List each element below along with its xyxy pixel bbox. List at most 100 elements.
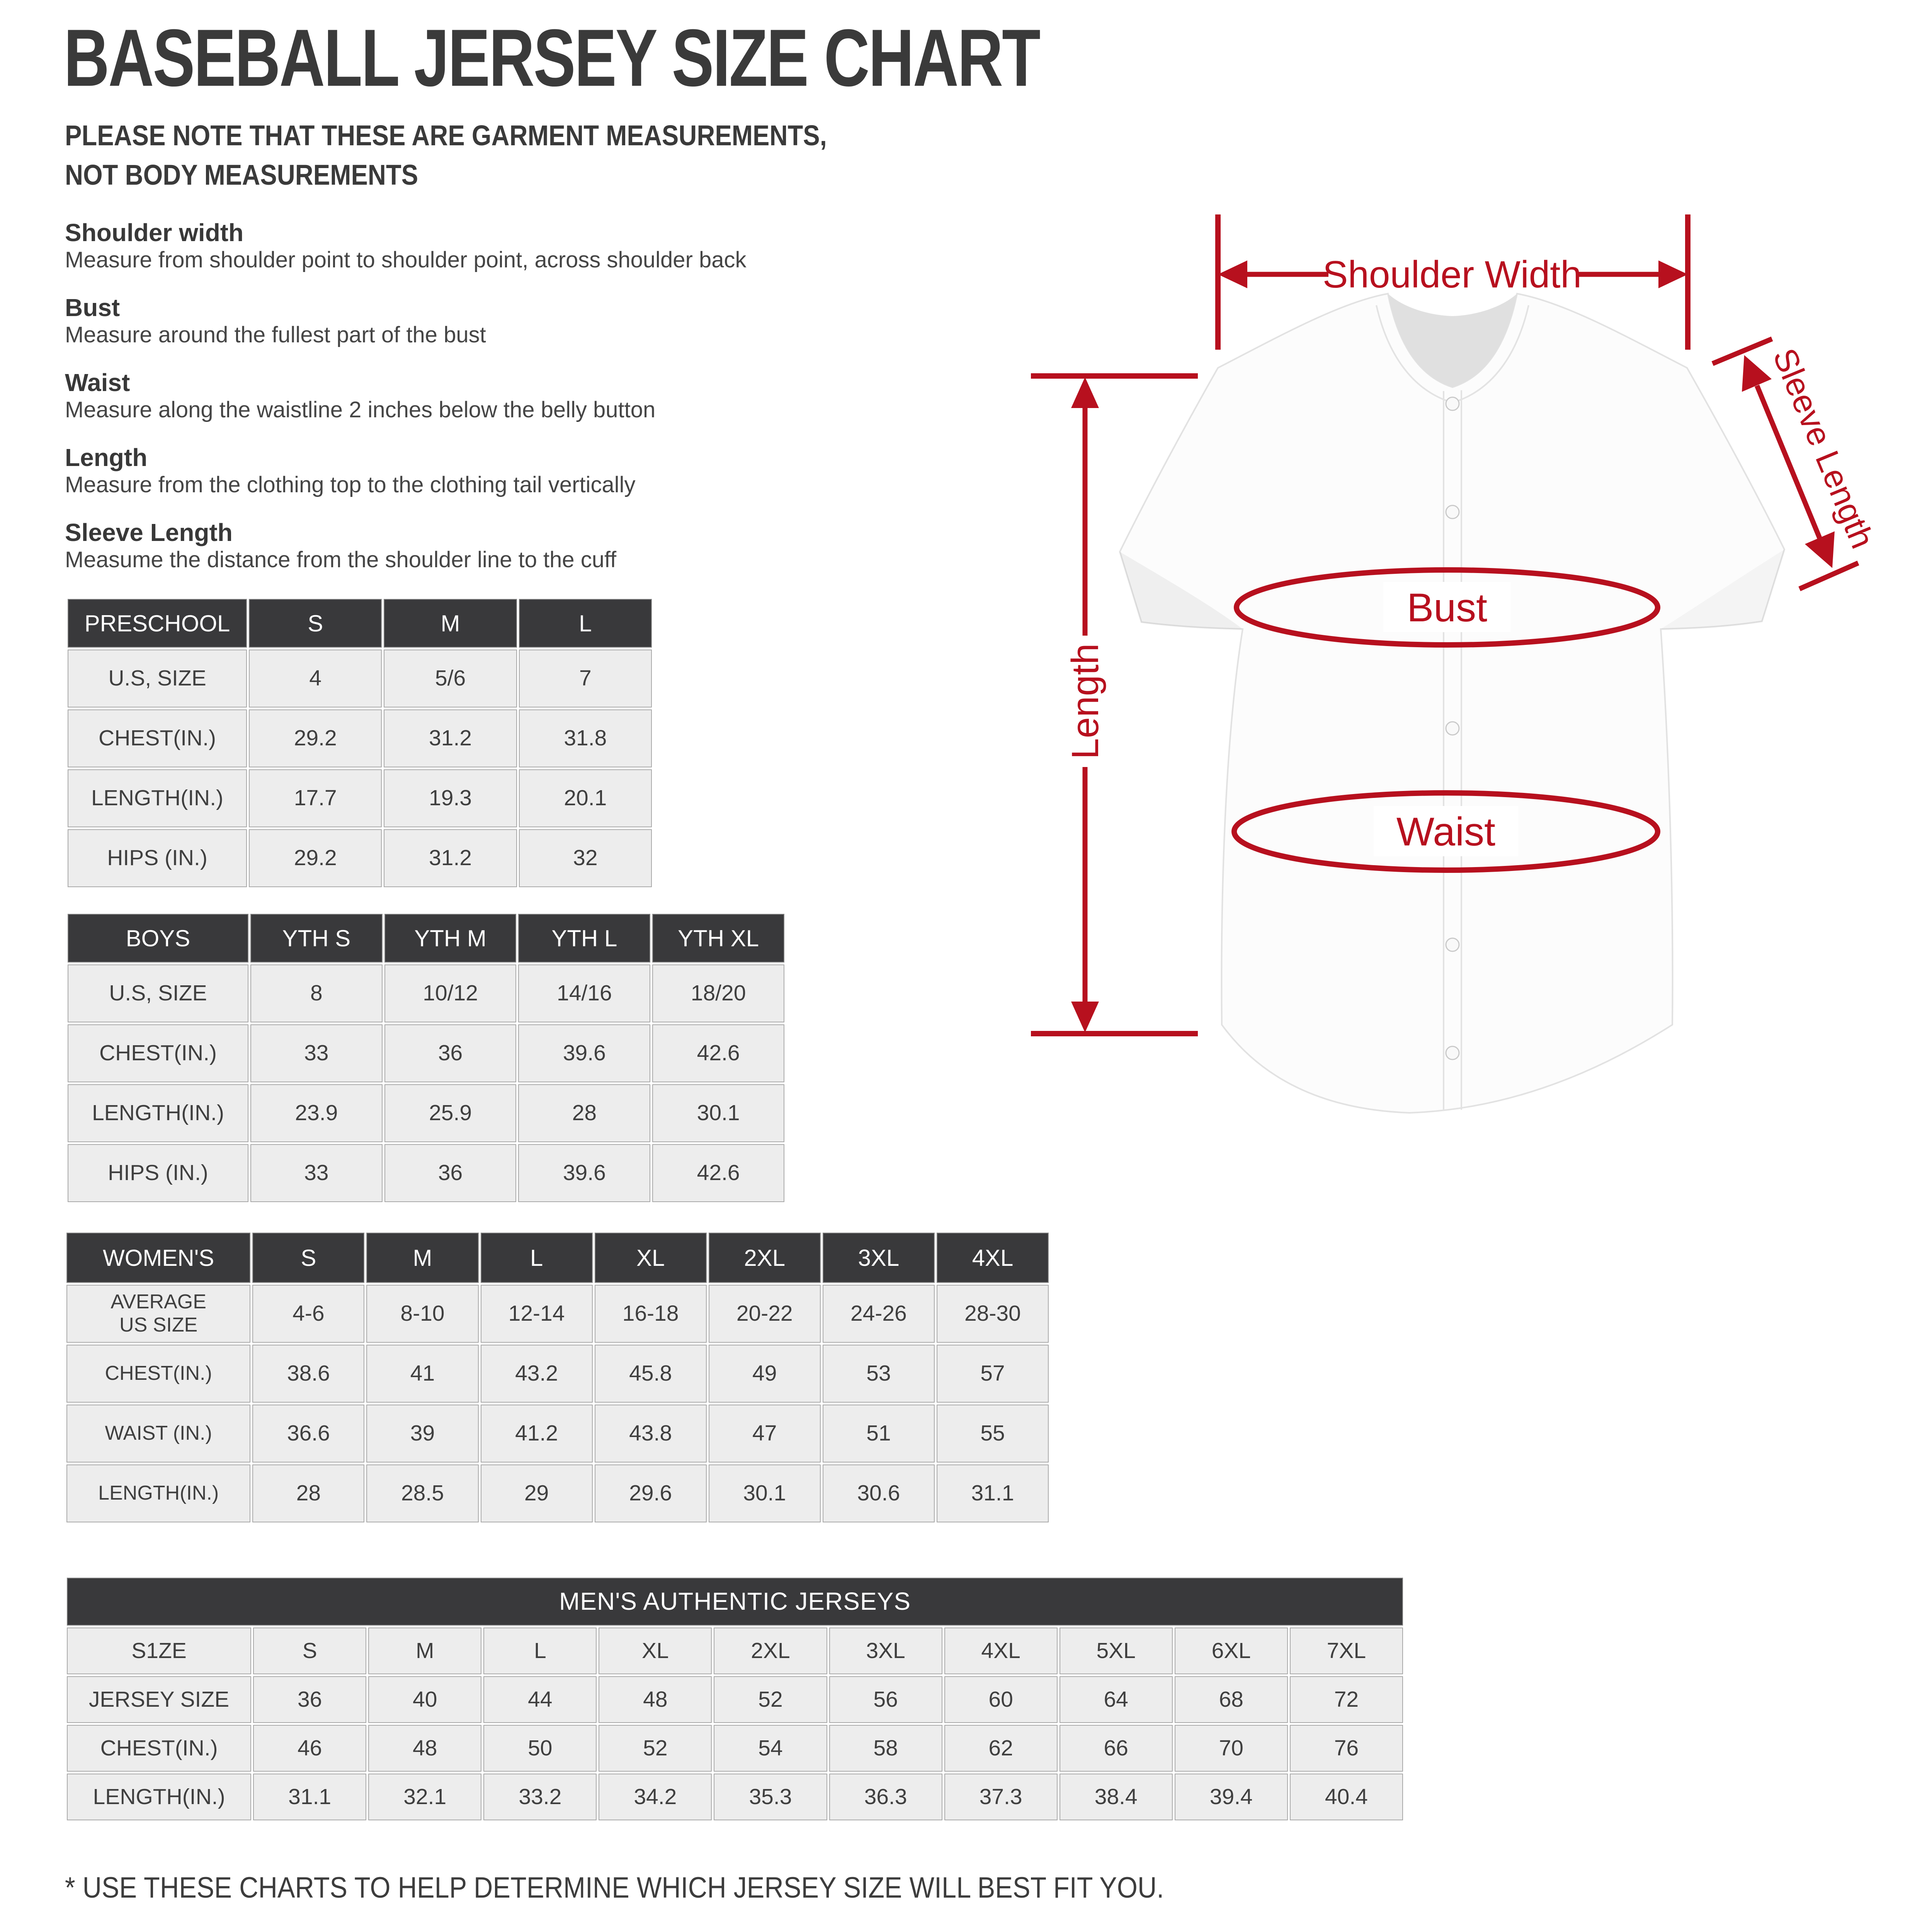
- value-cell: 30.1: [708, 1464, 821, 1522]
- value-cell: 28: [252, 1464, 365, 1522]
- value-cell: 50: [483, 1725, 597, 1772]
- definition-term: Length: [65, 444, 148, 472]
- arrowhead-downright-icon: [1805, 531, 1835, 568]
- value-cell: 45.8: [594, 1345, 707, 1403]
- value-cell: 8-10: [366, 1285, 479, 1343]
- value-cell: 5/6: [384, 650, 517, 707]
- header-cell: S: [252, 1233, 365, 1283]
- arrowhead-up-icon: [1071, 377, 1099, 408]
- page-subtitle: PLEASE NOTE THAT THESE ARE GARMENT MEASU…: [65, 116, 827, 195]
- row-label-cell: JERSEY SIZE: [67, 1676, 252, 1723]
- value-cell: 52: [599, 1725, 712, 1772]
- value-cell: 6XL: [1174, 1628, 1288, 1674]
- value-cell: 39: [366, 1405, 479, 1463]
- value-cell: 42.6: [652, 1024, 784, 1082]
- value-cell: 57: [936, 1345, 1049, 1403]
- value-cell: 28-30: [936, 1285, 1049, 1343]
- value-cell: 36.3: [829, 1774, 942, 1820]
- header-cell: L: [519, 599, 652, 648]
- collar-shadow: [1388, 294, 1517, 387]
- value-cell: 56: [829, 1676, 942, 1723]
- row-label-cell: LENGTH(IN.): [67, 1774, 252, 1820]
- jersey-illustration: [1119, 293, 1786, 1114]
- value-cell: 23.9: [250, 1084, 383, 1142]
- value-cell: 36: [253, 1676, 367, 1723]
- value-cell: 16-18: [594, 1285, 707, 1343]
- footer-note: * USE THESE CHARTS TO HELP DETERMINE WHI…: [65, 1871, 1164, 1904]
- value-cell: 54: [714, 1725, 827, 1772]
- value-cell: 64: [1059, 1676, 1173, 1723]
- value-cell: 43.8: [594, 1405, 707, 1463]
- arrowhead-upleft-icon: [1742, 355, 1772, 392]
- value-cell: 49: [708, 1345, 821, 1403]
- arrowhead-down-icon: [1071, 1002, 1099, 1032]
- header-cell: 2XL: [708, 1233, 821, 1283]
- header-cell: M: [366, 1233, 479, 1283]
- sleeve-arrow-line: [1754, 384, 1822, 539]
- table-row: LENGTH(IN.) 17.7 19.3 20.1: [68, 769, 652, 827]
- table-row: JERSEY SIZE 36 40 44 48 52 56 60 64 68 72: [67, 1676, 1403, 1723]
- value-cell: 37.3: [944, 1774, 1058, 1820]
- value-cell: 70: [1174, 1725, 1288, 1772]
- boys-size-table: BOYS YTH S YTH M YTH L YTH XL U.S, SIZE 8 10/12…: [66, 912, 786, 1204]
- shoulder-width-annotation: Shoulder Width: [1215, 214, 1690, 350]
- value-cell: 60: [944, 1676, 1058, 1723]
- womens-size-table: WOMEN'S S M L XL 2XL 3XL 4XL AVERAGE US SIZE 4-6 8…: [65, 1231, 1051, 1524]
- definition-description: Measure around the fullest part of the b…: [65, 322, 486, 348]
- bust-annotation: Bust: [1234, 567, 1660, 648]
- waist-annotation: Waist: [1231, 790, 1660, 873]
- value-cell: 40: [368, 1676, 482, 1723]
- row-label-cell: WAIST (IN.): [66, 1405, 251, 1463]
- value-cell: 7: [519, 650, 652, 707]
- header-cell: YTH XL: [652, 914, 784, 963]
- jersey-body: [1119, 293, 1786, 1114]
- preschool-size-table: PRESCHOOL S M L U.S, SIZE 4 5/6 7 CHEST(IN.) 29.2…: [66, 597, 654, 889]
- header-cell: 4XL: [936, 1233, 1049, 1283]
- value-cell: 41.2: [480, 1405, 593, 1463]
- value-cell: 44: [483, 1676, 597, 1723]
- bust-label-background: [1383, 582, 1511, 632]
- value-cell: 36: [384, 1144, 517, 1202]
- value-cell: 40.4: [1289, 1774, 1403, 1820]
- value-cell: 28.5: [366, 1464, 479, 1522]
- table-row: CHEST(IN.) 33 36 39.6 42.6: [68, 1024, 784, 1082]
- definition-term: Bust: [65, 294, 120, 322]
- value-cell: 29.2: [249, 709, 382, 767]
- row-label-cell: U.S, SIZE: [68, 650, 247, 707]
- definition-description: Measure along the waistline 2 inches bel…: [65, 397, 656, 423]
- button: [1445, 937, 1460, 952]
- header-cell: YTH M: [384, 914, 517, 963]
- value-cell: 24-26: [822, 1285, 935, 1343]
- jersey-diagram: Shoulder Width Length Sleeve Length Bust: [1031, 214, 1881, 1114]
- row-label-cell: CHEST(IN.): [66, 1345, 251, 1403]
- header-cell: S: [249, 599, 382, 648]
- value-cell: 32.1: [368, 1774, 482, 1820]
- table-row: LENGTH(IN.) 31.1 32.1 33.2 34.2 35.3 36.3 37.3 3…: [67, 1774, 1403, 1820]
- value-cell: 33: [250, 1144, 383, 1202]
- arrowhead-left-icon: [1218, 260, 1247, 288]
- table-row: CHEST(IN.) 46 48 50 52 54 58 62 66 70 76: [67, 1725, 1403, 1772]
- value-cell: 39.6: [518, 1144, 651, 1202]
- table-row: CHEST(IN.) 29.2 31.2 31.8: [68, 709, 652, 767]
- value-cell: 46: [253, 1725, 367, 1772]
- value-cell: 31.1: [936, 1464, 1049, 1522]
- value-cell: 19.3: [384, 769, 517, 827]
- table-row: U.S, SIZE 4 5/6 7: [68, 650, 652, 707]
- value-cell: 34.2: [599, 1774, 712, 1820]
- value-cell: XL: [599, 1628, 712, 1674]
- table-row: S1ZE S M L XL 2XL 3XL 4XL 5XL 6XL 7XL: [67, 1628, 1403, 1674]
- bust-label: Bust: [1407, 585, 1487, 630]
- value-cell: 36.6: [252, 1405, 365, 1463]
- subtitle-line-1: PLEASE NOTE THAT THESE ARE GARMENT MEASU…: [65, 119, 827, 151]
- value-cell: 14/16: [518, 964, 651, 1022]
- subtitle-line-2: NOT BODY MEASUREMENTS: [65, 159, 418, 191]
- value-cell: 12-14: [480, 1285, 593, 1343]
- header-cell: M: [384, 599, 517, 648]
- table-row: HIPS (IN.) 29.2 31.2 32: [68, 829, 652, 887]
- value-cell: 55: [936, 1405, 1049, 1463]
- value-cell: 38.4: [1059, 1774, 1173, 1820]
- shoulder-width-label: Shoulder Width: [1323, 253, 1582, 296]
- value-cell: 48: [368, 1725, 482, 1772]
- header-cell: WOMEN'S: [66, 1233, 251, 1283]
- definition-item: Waist Measure along the waistline 2 inche…: [65, 369, 1012, 423]
